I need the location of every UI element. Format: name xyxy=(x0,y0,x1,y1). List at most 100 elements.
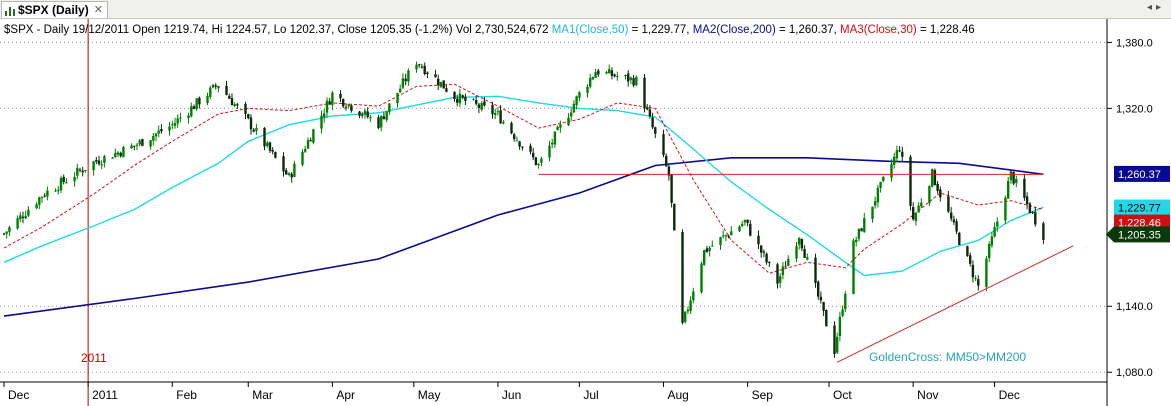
candle-body xyxy=(806,257,809,260)
candle-body xyxy=(852,240,855,294)
candle-body xyxy=(559,124,562,128)
price-tag xyxy=(1114,199,1170,216)
candle-body xyxy=(73,176,76,182)
candle-body xyxy=(168,126,171,131)
candle-body xyxy=(917,205,920,213)
candle-body xyxy=(836,336,839,353)
candle-body xyxy=(130,145,133,149)
candle-body xyxy=(762,251,766,253)
candle-body xyxy=(141,139,144,146)
x-tick-label: Feb xyxy=(176,388,197,402)
candle-body xyxy=(76,167,79,176)
candle-body xyxy=(510,122,513,134)
candle-body xyxy=(399,88,402,93)
chart-tab[interactable]: $SPX (Daily) ✕ xyxy=(1,1,108,18)
candle-body xyxy=(461,95,464,98)
candle-body xyxy=(171,124,174,126)
candle-body xyxy=(724,235,728,237)
candle-body xyxy=(990,236,994,246)
candle-body xyxy=(190,106,193,117)
candle-body xyxy=(274,152,277,158)
candle-body xyxy=(249,117,253,130)
ma3-legend: MA3(Close,30) xyxy=(840,24,917,36)
ma1-legend-value: = 1,229.77, xyxy=(628,24,692,36)
candle-body xyxy=(81,170,84,173)
candle-body xyxy=(933,170,937,186)
candle-body xyxy=(616,76,619,78)
candle-body xyxy=(838,316,842,336)
candle-body xyxy=(1009,171,1013,181)
candle-body xyxy=(423,65,426,74)
price-chart[interactable]: 1,380.0 1,320.0 1,140.0 1,080.0 Dec 2011 Feb Ma… xyxy=(0,19,1171,406)
candle-body xyxy=(795,246,798,259)
candle-body xyxy=(977,279,980,286)
candle-body xyxy=(407,70,410,82)
candle-body xyxy=(988,243,991,259)
candle-body xyxy=(817,281,820,297)
candle-body xyxy=(19,215,22,220)
candle-body xyxy=(882,176,885,181)
candle-body xyxy=(608,69,611,74)
candle-body xyxy=(255,128,258,132)
candle-body xyxy=(768,262,771,263)
candle-body xyxy=(401,78,405,88)
candle-body xyxy=(844,293,847,310)
candle-body xyxy=(491,104,494,115)
candle-body xyxy=(1004,197,1007,221)
x-tick-label: Sep xyxy=(752,388,774,402)
close-icon[interactable]: ✕ xyxy=(93,4,103,16)
candle-body xyxy=(133,145,136,147)
candle-body xyxy=(665,155,668,167)
y-tick-label: 1,080.0 xyxy=(1116,367,1153,379)
candle-body xyxy=(40,196,44,198)
candle-body xyxy=(119,152,122,157)
candle-body xyxy=(776,264,779,284)
candle-body xyxy=(97,160,101,165)
candle-body xyxy=(703,250,706,265)
candle-body xyxy=(176,118,179,124)
nav-next-icon[interactable]: ▸ xyxy=(1155,2,1165,13)
candle-body xyxy=(532,152,535,158)
candle-body xyxy=(344,107,348,109)
candle-body xyxy=(833,325,836,354)
x-tick-label: Jun xyxy=(502,388,521,402)
candle-body xyxy=(453,91,456,99)
candle-body xyxy=(605,71,608,74)
candle-body xyxy=(152,136,155,141)
grid-lines xyxy=(0,41,1107,373)
candle-body xyxy=(890,164,893,178)
candle-body xyxy=(24,215,27,219)
candle-body xyxy=(686,309,690,312)
candle-body xyxy=(667,166,671,176)
x-tick-label: Dec xyxy=(999,388,1020,402)
candle-body xyxy=(909,156,912,206)
candle-body xyxy=(263,127,266,147)
candle-body xyxy=(225,85,228,95)
candle-body xyxy=(800,239,804,249)
candle-body xyxy=(895,150,899,159)
candle-body xyxy=(651,117,654,128)
candle-body xyxy=(347,104,350,107)
candle-body xyxy=(863,218,866,232)
candle-body xyxy=(1034,212,1037,225)
candle-body xyxy=(312,129,315,143)
candle-body xyxy=(65,182,68,184)
candle-body xyxy=(154,133,158,137)
info-prefix: $SPX - Daily 19/12/2011 Open 1219.74, Hi… xyxy=(4,24,552,36)
candle-body xyxy=(556,126,559,130)
nav-prev-icon[interactable]: ◂ xyxy=(1146,2,1156,13)
candle-body xyxy=(385,111,388,120)
candle-body xyxy=(1012,172,1015,184)
candle-body xyxy=(589,78,592,87)
candle-body xyxy=(518,141,521,147)
candle-body xyxy=(214,85,217,87)
candle-body xyxy=(1007,181,1010,199)
candle-body xyxy=(1042,223,1045,240)
candle-body xyxy=(670,174,673,203)
candle-body xyxy=(323,113,326,118)
candle-body xyxy=(84,170,87,171)
year-label: 2011 xyxy=(81,351,107,365)
x-tick-label: 2011 xyxy=(92,388,118,402)
candle-body xyxy=(233,104,236,106)
candle-body xyxy=(27,209,30,216)
